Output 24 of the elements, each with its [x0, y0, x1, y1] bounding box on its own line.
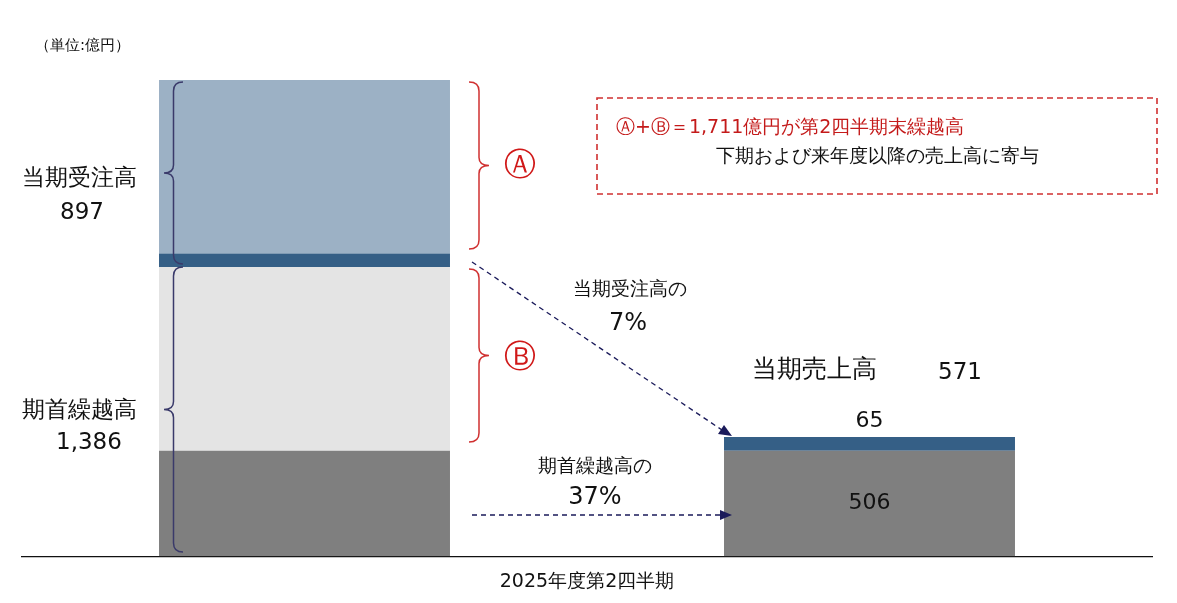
annotation: Ⓐ+Ⓑ＝1,711億円が第2四半期末繰越高 — [616, 115, 965, 137]
bar — [724, 437, 1015, 451]
data-label: 506 — [848, 489, 891, 515]
data-label: 65 — [855, 406, 884, 432]
x-axis-title: 2025年度第2四半期 — [499, 568, 675, 591]
annotation: 897 — [60, 198, 104, 224]
bar — [159, 450, 450, 557]
annotation: 下期および来年度以降の売上高に寄与 — [716, 144, 1039, 166]
annotation: 1,386 — [56, 428, 122, 454]
annotation: Ⓐ — [504, 145, 536, 183]
annotation: 当期受注高 — [22, 164, 137, 190]
bar — [159, 267, 450, 451]
annotation: 当期受注高の — [573, 277, 687, 299]
bar — [724, 450, 1015, 557]
bar — [159, 80, 450, 254]
annotation: 当期売上高 — [752, 354, 877, 383]
annotation: 期首繰越高の — [538, 454, 652, 476]
annotation: 7% — [608, 308, 648, 336]
text: （単位:億円） — [35, 36, 131, 54]
bar — [159, 253, 450, 268]
annotation: 37% — [568, 482, 622, 510]
annotation: Ⓑ — [504, 337, 536, 375]
annotation: 期首繰越高 — [22, 396, 137, 422]
annotation: 571 — [938, 358, 982, 384]
